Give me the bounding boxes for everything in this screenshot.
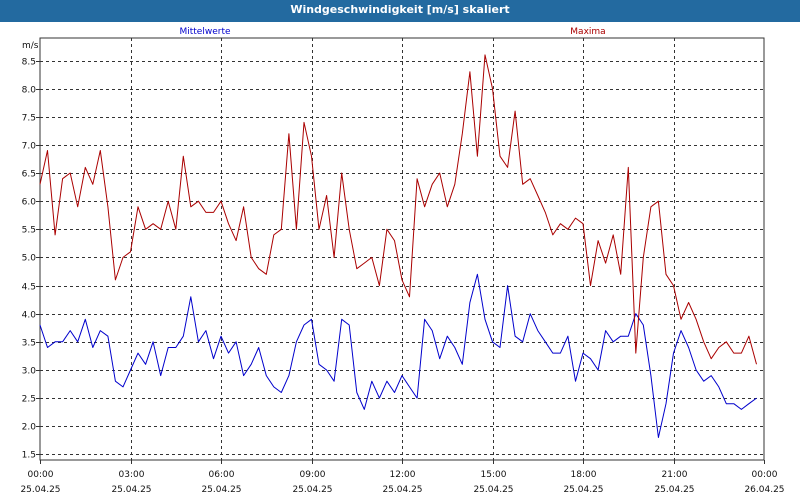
x-tick-date: 25.04.25 <box>292 485 332 495</box>
x-tick-date: 26.04.25 <box>744 485 784 495</box>
x-tick-date: 25.04.25 <box>654 485 694 495</box>
x-tick-time: 15:00 <box>481 470 507 480</box>
x-tick-date: 25.04.25 <box>201 485 241 495</box>
series-line-mittelwerte <box>39 273 757 438</box>
y-tick-label: 2.5 <box>22 395 36 405</box>
x-tick-date: 25.04.25 <box>20 485 60 495</box>
y-tick-label: 7.5 <box>22 114 36 124</box>
y-tick-label: 4.5 <box>22 283 36 293</box>
x-tick-date: 25.04.25 <box>563 485 603 495</box>
y-tick-label: 8.0 <box>22 86 37 96</box>
x-tick-time: 18:00 <box>571 470 597 480</box>
x-tick-time: 00:00 <box>752 470 778 480</box>
x-tick-time: 12:00 <box>390 470 416 480</box>
x-tick-date: 25.04.25 <box>111 485 151 495</box>
y-axis-label: m/s <box>22 41 39 51</box>
y-tick-label: 1.5 <box>22 451 36 461</box>
x-axis: 00:00 25.04.25 03:00 25.04.25 06:00 25.04.25 0… <box>20 460 785 495</box>
y-axis: 1.5 2.0 2.5 3.0 3.5 4.0 4.5 5.0 5.5 6.0 6.5 7.0 7.5 8… <box>22 58 40 461</box>
y-tick-label: 3.0 <box>22 367 37 377</box>
series-lines <box>39 54 757 438</box>
legend-maxima: Maxima <box>570 27 605 37</box>
y-tick-label: 6.5 <box>22 170 36 180</box>
x-tick-time: 00:00 <box>28 470 54 480</box>
y-tick-label: 2.0 <box>22 423 37 433</box>
window-title: Windgeschwindigkeit [m/s] skaliert <box>0 0 800 22</box>
y-tick-label: 8.5 <box>22 58 36 68</box>
y-tick-label: 5.5 <box>22 226 36 236</box>
y-tick-label: 4.0 <box>22 311 37 321</box>
y-tick-label: 6.0 <box>22 198 37 208</box>
grid <box>40 38 764 460</box>
x-tick-time: 06:00 <box>209 470 235 480</box>
legend-mittelwerte: Mittelwerte <box>179 27 230 37</box>
x-tick-time: 03:00 <box>119 470 145 480</box>
x-tick-time: 09:00 <box>300 470 326 480</box>
chart-background <box>0 22 800 500</box>
x-tick-date: 25.04.25 <box>382 485 422 495</box>
series-line-maxima <box>39 54 757 365</box>
y-tick-label: 5.0 <box>22 254 37 264</box>
y-tick-label: 7.0 <box>22 142 37 152</box>
x-tick-date: 25.04.25 <box>473 485 513 495</box>
x-tick-time: 21:00 <box>662 470 688 480</box>
y-tick-label: 3.5 <box>22 339 36 349</box>
